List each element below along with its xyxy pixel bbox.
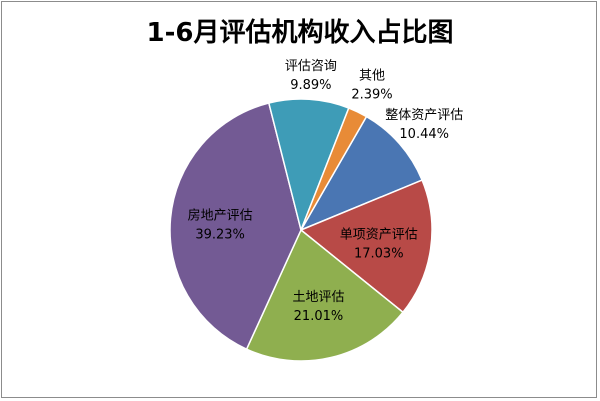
pie-slice-4 xyxy=(267,98,350,233)
slice-name-label-3: 房地产评估 xyxy=(188,208,253,224)
slice-value-label-0: 10.44% xyxy=(399,127,449,142)
slice-value-label-2: 21.01% xyxy=(294,309,344,324)
pie-slice-5 xyxy=(300,107,368,231)
slice-value-label-4: 9.89% xyxy=(290,78,331,93)
slice-value-label-1: 17.03% xyxy=(354,246,404,261)
slice-name-label-0: 整体资产评估 xyxy=(385,108,463,123)
slice-name-label-5: 其他 xyxy=(359,68,385,83)
pie-slice-0 xyxy=(299,115,424,232)
slice-name-label-1: 单项资产评估 xyxy=(340,227,418,242)
slice-name-label-2: 土地评估 xyxy=(292,290,344,305)
pie-slice-3 xyxy=(169,102,302,351)
slice-name-label-4: 评估咨询 xyxy=(285,59,337,74)
pie-slice-2 xyxy=(245,228,405,362)
slice-value-label-5: 2.39% xyxy=(351,87,392,102)
slice-value-label-3: 39.23% xyxy=(195,228,245,243)
pie-slice-1 xyxy=(299,179,433,314)
chart-title: 1-6月评估机构收入占比图 xyxy=(146,18,454,48)
